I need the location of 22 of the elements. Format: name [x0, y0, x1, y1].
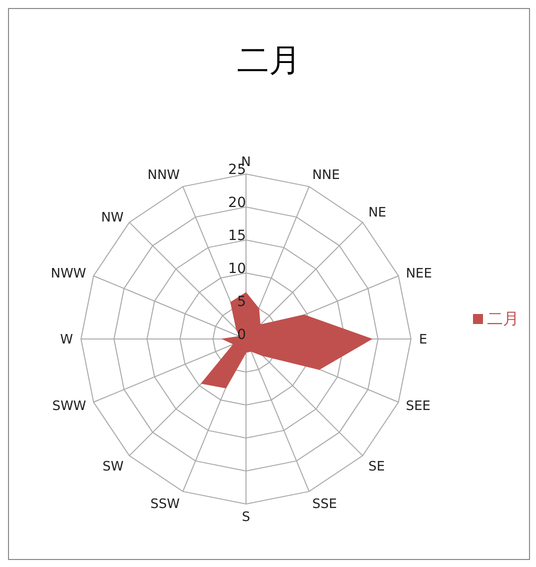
spoke-label: SW [102, 460, 124, 475]
spoke-label: NE [368, 206, 386, 221]
spoke-label: SSE [312, 497, 337, 512]
spoke-label: S [242, 510, 250, 526]
spoke-label: NEE [406, 266, 432, 282]
spoke-label: SWW [52, 398, 86, 414]
spoke-label: E [419, 332, 428, 348]
legend-label: 二月 [487, 308, 519, 328]
spoke-label: NWW [50, 266, 86, 282]
spoke-label: NNW [147, 168, 180, 184]
spoke-label: SEE [406, 398, 431, 414]
spoke-label: W [60, 332, 74, 348]
spoke-label: NNE [312, 168, 340, 184]
y-tick-label: 0 [237, 327, 246, 343]
chart-title: 二月 [236, 40, 302, 81]
y-tick-label: 5 [237, 294, 246, 310]
spoke-label: SSW [150, 497, 180, 512]
spoke-label: NW [101, 210, 124, 226]
y-tick-label: 20 [228, 195, 246, 211]
spoke-label: SE [368, 460, 385, 475]
y-tick-label: 10 [228, 261, 246, 277]
y-tick-label: 15 [228, 228, 246, 244]
